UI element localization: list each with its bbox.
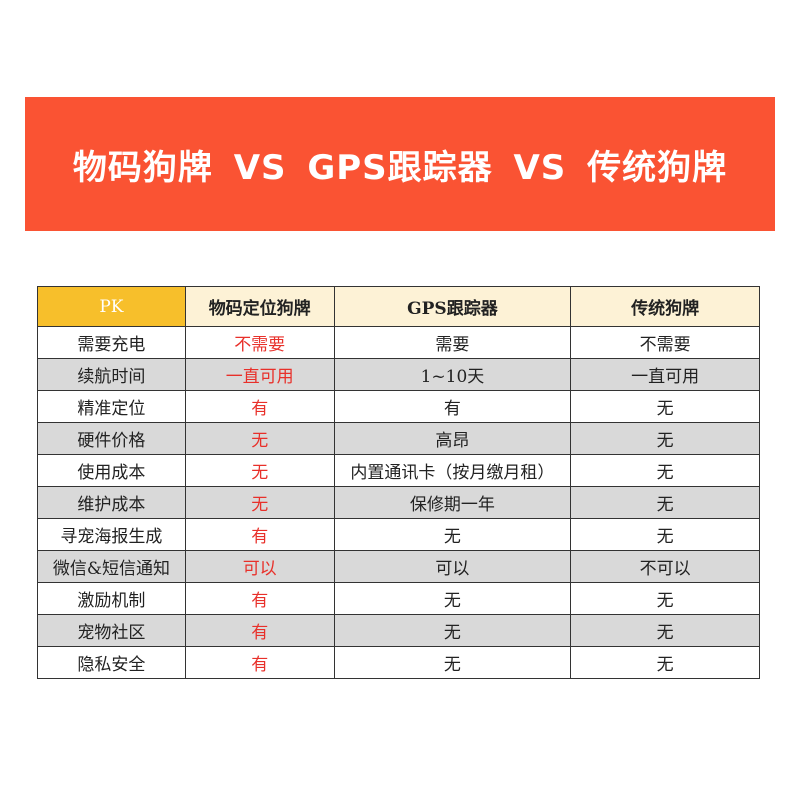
- column-header: 传统狗牌: [570, 286, 760, 327]
- column-header: 物码定位狗牌: [184, 286, 335, 327]
- table-cell: 硬件价格: [37, 422, 186, 455]
- table-cell: 无: [184, 486, 335, 519]
- table-cell: 无: [570, 422, 760, 455]
- table-cell: 需要充电: [37, 326, 186, 359]
- table-cell: 有: [184, 390, 335, 423]
- table-row: 微信&短信通知 可以 可以 不可以: [37, 550, 760, 583]
- table-row: 需要充电 不需要 需要 不需要: [37, 326, 760, 359]
- table-cell: 激励机制: [37, 582, 186, 615]
- table-cell: 无: [184, 422, 335, 455]
- table-row: 寻宠海报生成有无无: [37, 518, 760, 551]
- table-cell: 可以: [184, 550, 335, 583]
- table-cell: 有: [184, 646, 335, 679]
- table-cell: 不可以: [570, 550, 760, 583]
- table-cell: 1~10天: [333, 358, 572, 391]
- column-header: GPS跟踪器: [333, 286, 572, 327]
- table-row: 使用成本无内置通讯卡（按月缴月租）无: [37, 454, 760, 487]
- table-cell: 有: [184, 582, 335, 615]
- table-cell: 无: [570, 518, 760, 551]
- table-cell: 无: [570, 646, 760, 679]
- table-cell: 微信&短信通知: [37, 550, 186, 583]
- table-cell: 内置通讯卡（按月缴月租）: [333, 454, 572, 487]
- table-row: 隐私安全有无无: [37, 646, 760, 679]
- table-cell: 无: [333, 646, 572, 679]
- table-cell: 需要: [333, 326, 572, 359]
- table-cell: 寻宠海报生成: [37, 518, 186, 551]
- table-cell: 无: [570, 486, 760, 519]
- table-cell: 无: [333, 518, 572, 551]
- table-row: 激励机制有无无: [37, 582, 760, 615]
- table-cell: 有: [184, 614, 335, 647]
- table-body: 需要充电 不需要 需要 不需要 续航时间 一直可用 1~10天 一直可用 精准定位有有无硬件价格…: [37, 326, 760, 679]
- table-row: 宠物社区有无无: [37, 614, 760, 647]
- table-cell: 无: [333, 582, 572, 615]
- comparison-table: PK 物码定位狗牌 GPS跟踪器 传统狗牌 需要充电 不需要 需要 不需要 续航时间 一直可用 1…: [37, 286, 760, 679]
- table-cell: 维护成本: [37, 486, 186, 519]
- table-cell: 无: [570, 454, 760, 487]
- table-cell: 不需要: [184, 326, 335, 359]
- table-cell: 无: [570, 390, 760, 423]
- table-cell: 有: [184, 518, 335, 551]
- table-cell: 保修期一年: [333, 486, 572, 519]
- table-row: 精准定位有有无: [37, 390, 760, 423]
- table-cell: 一直可用: [184, 358, 335, 391]
- table-cell: 无: [184, 454, 335, 487]
- table-cell: 一直可用: [570, 358, 760, 391]
- table-cell: 无: [570, 614, 760, 647]
- table-cell: 宠物社区: [37, 614, 186, 647]
- table-cell: 可以: [333, 550, 572, 583]
- table-cell: 高昂: [333, 422, 572, 455]
- table-cell: 不需要: [570, 326, 760, 359]
- table-row: 续航时间 一直可用 1~10天 一直可用: [37, 358, 760, 391]
- table-cell: 无: [570, 582, 760, 615]
- banner: 物码狗牌 VS GPS跟踪器 VS 传统狗牌: [25, 97, 775, 231]
- table-cell: 有: [333, 390, 572, 423]
- column-header: PK: [37, 286, 186, 327]
- header-row: PK 物码定位狗牌 GPS跟踪器 传统狗牌: [37, 286, 760, 327]
- table-cell: 精准定位: [37, 390, 186, 423]
- table-row: 维护成本无保修期一年无: [37, 486, 760, 519]
- table-cell: 续航时间: [37, 358, 186, 391]
- table-cell: 无: [333, 614, 572, 647]
- table-cell: 隐私安全: [37, 646, 186, 679]
- table-row: 硬件价格无高昂无: [37, 422, 760, 455]
- table-cell: 使用成本: [37, 454, 186, 487]
- banner-title: 物码狗牌 VS GPS跟踪器 VS 传统狗牌: [72, 147, 728, 188]
